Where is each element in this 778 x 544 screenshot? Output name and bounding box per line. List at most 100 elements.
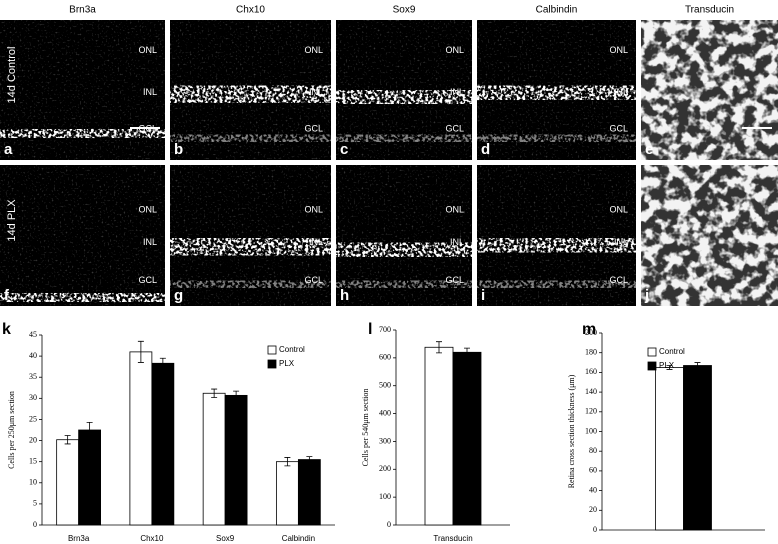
legend-swatch: [267, 345, 277, 355]
y-tick-label: 200: [585, 328, 597, 337]
row-label: 14d PLX: [6, 199, 18, 242]
bar: [129, 351, 153, 526]
legend-label: Control: [279, 345, 305, 354]
layer-label: INL: [614, 87, 628, 97]
y-tick-label: 500: [379, 381, 391, 390]
layer-label: INL: [614, 237, 628, 247]
error-bar: [464, 347, 470, 357]
panel-letter: c: [340, 141, 348, 158]
error-bar: [233, 390, 240, 400]
column-header: Sox9: [393, 5, 416, 16]
x-tick-label: Calbindin: [282, 534, 315, 543]
y-tick-label: 10: [29, 478, 37, 487]
error-bar: [211, 388, 218, 398]
layer-label: ONL: [445, 45, 464, 55]
y-tick-label: 120: [585, 407, 597, 416]
legend-swatch: [267, 359, 277, 369]
layer-label: ONL: [304, 204, 323, 214]
panel-letter: h: [340, 287, 349, 304]
cell-band: [170, 85, 331, 103]
panel-letter: m: [582, 321, 596, 338]
layer-label: INL: [309, 237, 323, 247]
row-label: 14d Control: [6, 47, 18, 104]
column-header: Brn3a: [69, 5, 96, 16]
cell-band: [477, 85, 636, 100]
cell-band: [170, 238, 331, 256]
bar: [202, 392, 226, 526]
layer-label: ONL: [304, 45, 323, 55]
cell-band: [477, 238, 636, 253]
error-bar: [436, 341, 442, 354]
layer-label: GCL: [304, 275, 323, 285]
y-tick-label: 700: [379, 325, 391, 334]
y-tick-label: 100: [585, 426, 597, 435]
bar: [452, 351, 482, 526]
column-header: Chx10: [236, 5, 265, 16]
layer-label: GCL: [445, 124, 464, 134]
y-tick-label: 100: [379, 492, 391, 501]
panel-letter: g: [174, 287, 183, 304]
y-tick-label: 80: [589, 446, 597, 455]
error-bar: [666, 365, 673, 370]
legend-label: PLX: [279, 359, 295, 368]
layer-label: INL: [450, 237, 464, 247]
cell-band: [336, 242, 472, 257]
panel-letter: f: [4, 287, 10, 304]
bar: [151, 362, 175, 526]
layer-label: ONL: [138, 204, 157, 214]
background-speckle: [0, 165, 165, 306]
x-tick-label: Transducin: [433, 534, 472, 543]
panel-letter: j: [644, 287, 649, 304]
y-tick-label: 0: [387, 520, 391, 529]
y-tick-label: 200: [379, 464, 391, 473]
y-tick-label: 0: [33, 520, 37, 529]
legend-swatch: [647, 361, 657, 371]
layer-label: GCL: [609, 275, 628, 285]
y-tick-label: 30: [29, 393, 37, 402]
panel-letter: i: [481, 287, 485, 304]
background-speckle: [0, 20, 165, 160]
y-tick-label: 300: [379, 436, 391, 445]
y-axis-label: Cells per 540μm section: [361, 389, 370, 467]
layer-label: GCL: [138, 275, 157, 285]
bar: [655, 367, 684, 531]
y-tick-label: 160: [585, 367, 597, 376]
layer-label: ONL: [609, 204, 628, 214]
layer-label: GCL: [609, 124, 628, 134]
y-tick-label: 20: [29, 435, 37, 444]
gcl-band: [170, 280, 331, 288]
y-tick-label: 140: [585, 387, 597, 396]
y-tick-label: 60: [589, 466, 597, 475]
layer-label: ONL: [138, 45, 157, 55]
cell-band: [0, 293, 165, 302]
column-header: Transducin: [685, 5, 734, 16]
x-tick-label: Brn3a: [68, 534, 90, 543]
cell-band: [0, 129, 165, 138]
y-tick-label: 5: [33, 499, 37, 508]
layer-label: INL: [450, 87, 464, 97]
y-tick-label: 40: [29, 351, 37, 360]
texture: [641, 165, 778, 306]
error-bar: [137, 340, 144, 363]
error-bar: [159, 357, 166, 369]
panel-letter: b: [174, 141, 183, 158]
bar: [424, 346, 454, 526]
panel-letter: l: [368, 321, 372, 338]
panel-letter: e: [645, 141, 653, 158]
column-header: Calbindin: [536, 5, 578, 16]
y-tick-label: 180: [585, 348, 597, 357]
layer-label: ONL: [609, 45, 628, 55]
bar: [56, 439, 80, 526]
panel-letter: a: [4, 141, 13, 158]
layer-label: INL: [143, 237, 157, 247]
y-tick-label: 15: [29, 456, 37, 465]
y-axis-label: Retina cross section thickness (μm): [567, 374, 576, 488]
error-bar: [306, 456, 313, 463]
bar: [275, 461, 299, 526]
y-tick-label: 40: [589, 485, 597, 494]
layer-label: INL: [309, 87, 323, 97]
x-tick-label: Chx10: [140, 534, 164, 543]
layer-label: GCL: [304, 124, 323, 134]
y-axis-label: Cells per 250μm section: [7, 391, 16, 469]
